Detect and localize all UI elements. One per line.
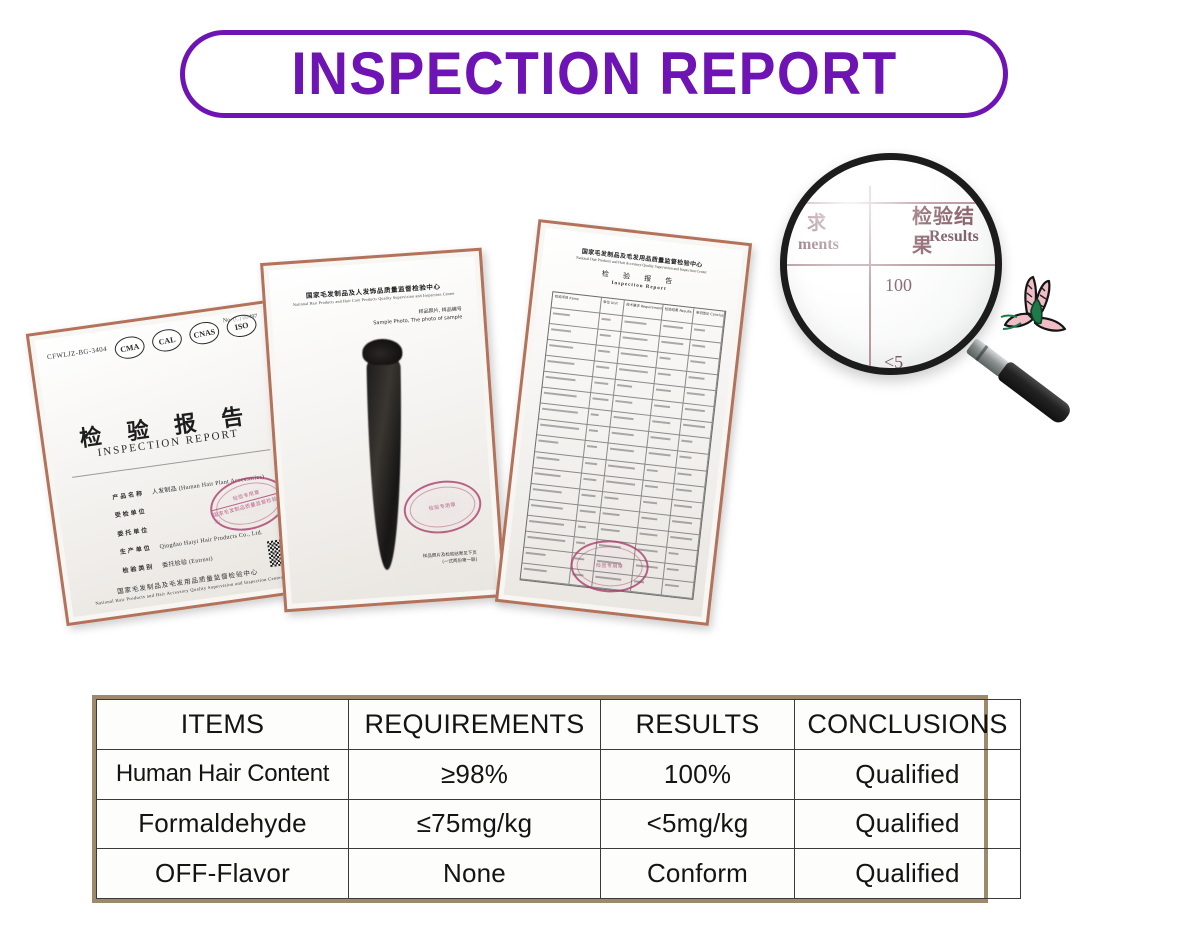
butterfly-icon <box>1000 275 1067 332</box>
official-red-stamp: 检验专用章 <box>399 475 486 539</box>
hair-bundle-photo <box>366 354 405 571</box>
cell-result: 100% <box>600 748 795 800</box>
cell-item: OFF-Flavor <box>96 848 349 899</box>
cma-badge-icon: CMA <box>112 333 147 362</box>
inspection-report-banner: INSPECTION REPORT <box>180 30 1008 118</box>
cell-requirement: ≤75mg/kg <box>348 798 601 850</box>
column-header-conclusions: CONCLUSIONS <box>794 699 1021 750</box>
cell-requirement: ≥98% <box>348 748 601 800</box>
magnified-results-zh: 检验结果 <box>912 204 975 257</box>
cell-conclusion: Qualified <box>794 748 1021 800</box>
magnified-value-100: 100 <box>885 275 912 295</box>
column-header-items: ITEMS <box>96 699 349 750</box>
grid-line <box>787 202 995 204</box>
magnifier-lens: 求 ments 检验结果 Results 100 <5 <box>780 153 1002 375</box>
cell-result: Conform <box>600 848 795 899</box>
table-header-row: ITEMS REQUIREMENTS RESULTS CONCLUSIONS <box>96 699 1021 750</box>
magnified-requirements-zh: 求 <box>807 212 827 234</box>
cnas-badge-icon: CNAS <box>187 319 222 347</box>
cell-requirement: None <box>348 848 601 899</box>
cell-item: Formaldehyde <box>96 798 349 850</box>
certificate-sample-meta: 样品照片, 样品编号 Sample Photo, The photo of sa… <box>373 306 463 327</box>
cell-result: <5mg/kg <box>600 798 795 850</box>
page-title: INSPECTION REPORT <box>290 40 898 107</box>
magnified-table-fragment: 求 ments 检验结果 Results 100 <5 <box>787 160 995 368</box>
table-row: OFF-Flavor None Conform Qualified <box>96 848 1021 899</box>
grid-line <box>869 186 871 368</box>
certificate-sample-photo: 国家毛发制品及人发饰品质量监督检验中心 National Hair Produc… <box>260 247 506 613</box>
cell-conclusion: Qualified <box>794 848 1021 899</box>
iso-badge-icon: ISO <box>224 312 259 340</box>
certificate-results-table: 国家毛发制品及毛发用品质量监督检验中心 National Hair Produc… <box>494 219 753 626</box>
grid-line <box>787 264 995 266</box>
certificate-doc-code: CFWLJZ-BG-3404 <box>46 344 108 362</box>
cell-conclusion: Qualified <box>794 798 1021 850</box>
column-header-results: RESULTS <box>600 699 795 750</box>
table-row: Formaldehyde ≤75mg/kg <5mg/kg Qualified <box>96 798 1021 850</box>
certificate-page: 国家毛发制品及毛发用品质量监督检验中心 National Hair Produc… <box>503 227 744 618</box>
table-row: Human Hair Content ≥98% 100% Qualified <box>96 748 1021 800</box>
accreditation-badge-row: CMA CAL CNAS ISO <box>112 312 259 362</box>
certificate-page: 国家毛发制品及人发饰品质量监督检验中心 National Hair Produc… <box>268 256 498 604</box>
cell-item: Human Hair Content <box>96 748 349 800</box>
magnified-requirements-en: ments <box>798 236 839 253</box>
magnified-value-lt5: <5 <box>884 352 904 372</box>
magnified-results-en: Results <box>929 228 979 245</box>
magnifying-glass: 求 ments 检验结果 Results 100 <5 <box>775 148 1085 427</box>
table-cell <box>661 579 695 599</box>
cal-badge-icon: CAL <box>150 326 184 355</box>
column-header-requirements: REQUIREMENTS <box>348 699 601 750</box>
specification-table: ITEMS REQUIREMENTS RESULTS CONCLUSIONS H… <box>92 695 1021 903</box>
certificate-bottom-note: 样品照片及检验结果见下页 (一式两份第一联) <box>422 550 478 566</box>
